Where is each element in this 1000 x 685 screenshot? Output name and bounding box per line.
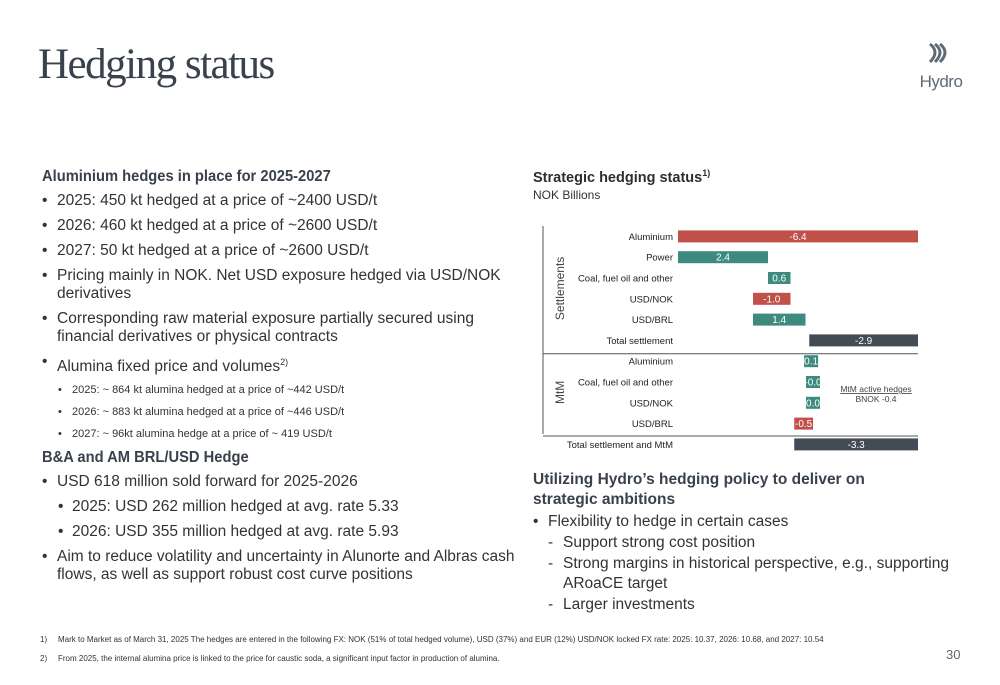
list-item: Aim to reduce volatility and uncertainty… <box>42 548 522 584</box>
alumina-bullet-text: Alumina fixed price and volumes <box>57 358 281 376</box>
footnote-ref: 1) <box>702 168 711 178</box>
left-column: Aluminium hedges in place for 2025-2027 … <box>42 168 522 591</box>
list-item: 2027: 50 kt hedged at a price of ~2600 U… <box>42 242 522 260</box>
strategy-heading: Utilizing Hydro’s hedging policy to deli… <box>533 471 865 508</box>
group-label-mtm: MtM <box>553 381 567 404</box>
sub-list-item: 2025: USD 262 million hedged at avg. rat… <box>42 498 522 516</box>
hydro-logo-icon <box>928 42 947 64</box>
list-item: Corresponding raw material exposure part… <box>42 310 522 346</box>
bar-value-label: 0.0 <box>806 398 820 409</box>
category-label: Total settlement <box>606 336 673 347</box>
dash-item: Larger investments <box>533 595 953 615</box>
chart-title: Strategic hedging status1) <box>533 168 953 186</box>
waterfall-bar <box>753 292 791 305</box>
sub-list-item: 2026: USD 355 million hedged at avg. rat… <box>42 523 522 541</box>
list-item: Flexibility to hedge in certain cases <box>533 512 953 532</box>
waterfall-bar <box>678 230 918 243</box>
chart-title-text: Strategic hedging status <box>533 169 703 186</box>
list-item: 2026: 460 kt hedged at a price of ~2600 … <box>42 217 522 235</box>
footnote-ref: 2) <box>280 357 289 367</box>
list-item: Pricing mainly in NOK. Net USD exposure … <box>42 267 522 303</box>
waterfall-chart: -6.4 Aluminium 2.4 Power 0.6 Coal, fuel oil a… <box>542 226 918 451</box>
bar-value-label: -0.5 <box>795 419 813 430</box>
category-label: USD/BRL <box>632 315 673 326</box>
mtm-annotation-title: MtM active hedges <box>840 384 911 394</box>
list-item: USD 618 million sold forward for 2025-20… <box>42 473 522 491</box>
sub-list-item: 2027: ~ 96kt alumina hedge at a price of… <box>42 427 522 441</box>
page-number: 30 <box>946 647 961 662</box>
strategy-list: Flexibility to hedge in certain cases Su… <box>533 512 953 616</box>
category-label: Coal, fuel oil and other <box>578 274 673 285</box>
mtm-annotation-value: BNOK -0.4 <box>855 394 896 404</box>
waterfall-bar <box>768 272 791 284</box>
group-label-settlements: Settlements <box>553 257 567 320</box>
bar-value-label: -3.3 <box>848 440 866 451</box>
category-label: USD/NOK <box>630 294 674 305</box>
waterfall-bar <box>794 438 918 451</box>
waterfall-bar <box>678 251 768 264</box>
waterfall-bar <box>753 313 806 326</box>
waterfall-bar <box>806 396 820 409</box>
chart-header: Strategic hedging status1) NOK Billions <box>533 168 953 202</box>
bar-value-label: -6.4 <box>789 232 807 243</box>
category-label: USD/BRL <box>632 419 673 430</box>
footnote-text: From 2025, the internal alumina price is… <box>58 654 500 663</box>
bar-value-label: -0.0 <box>804 378 822 389</box>
dash-item: Support strong cost position <box>533 533 953 553</box>
footnote-number: 2) <box>40 654 48 663</box>
brl-usd-heading: B&A and AM BRL/USD Hedge <box>42 449 249 467</box>
list-item: 2025: 450 kt hedged at a price of ~2400 … <box>42 192 522 210</box>
logo-text: Hydro <box>919 72 963 91</box>
page-title: Hedging status <box>38 41 275 88</box>
hydro-logo: Hydro <box>916 42 966 94</box>
bar-value-label: 1.4 <box>772 315 786 326</box>
waterfall-bar <box>809 334 918 347</box>
bar-value-label: 2.4 <box>716 253 730 264</box>
category-label: Coal, fuel oil and other <box>578 378 673 389</box>
list-item: Alumina fixed price and volumes2) <box>42 353 522 376</box>
brl-usd-list: USD 618 million sold forward for 2025-20… <box>42 473 522 584</box>
dash-item: Strong margins in historical perspective… <box>533 554 953 594</box>
sub-list-item: 2025: ~ 864 kt alumina hedged at a price… <box>42 383 522 397</box>
waterfall-bar <box>806 376 820 388</box>
category-label: Power <box>646 253 673 264</box>
chart-unit: NOK Billions <box>533 187 601 202</box>
waterfall-bar <box>804 355 819 368</box>
category-label: Total settlement and MtM <box>567 440 673 451</box>
waterfall-bar <box>794 417 813 430</box>
aluminium-hedges-list: 2025: 450 kt hedged at a price of ~2400 … <box>42 192 522 441</box>
aluminium-hedges-heading: Aluminium hedges in place for 2025-2027 <box>42 168 331 185</box>
category-label: Aluminium <box>629 232 673 243</box>
bar-value-label: -1.0 <box>763 294 781 305</box>
footnote-number: 1) <box>40 635 48 644</box>
sub-list-item: 2026: ~ 883 kt alumina hedged at a price… <box>42 405 522 419</box>
category-label: USD/NOK <box>630 398 674 409</box>
bar-value-label: 0.6 <box>772 274 786 285</box>
bar-value-label: 0.1 <box>804 357 818 368</box>
footnote-text: Mark to Market as of March 31, 2025 The … <box>58 635 824 644</box>
footnote-2: 2) From 2025, the internal alumina price … <box>40 654 500 663</box>
bar-value-label: -2.9 <box>855 336 873 347</box>
category-label: Aluminium <box>629 357 673 368</box>
footnote-1: 1) Mark to Market as of March 31, 2025 Th… <box>40 635 824 644</box>
